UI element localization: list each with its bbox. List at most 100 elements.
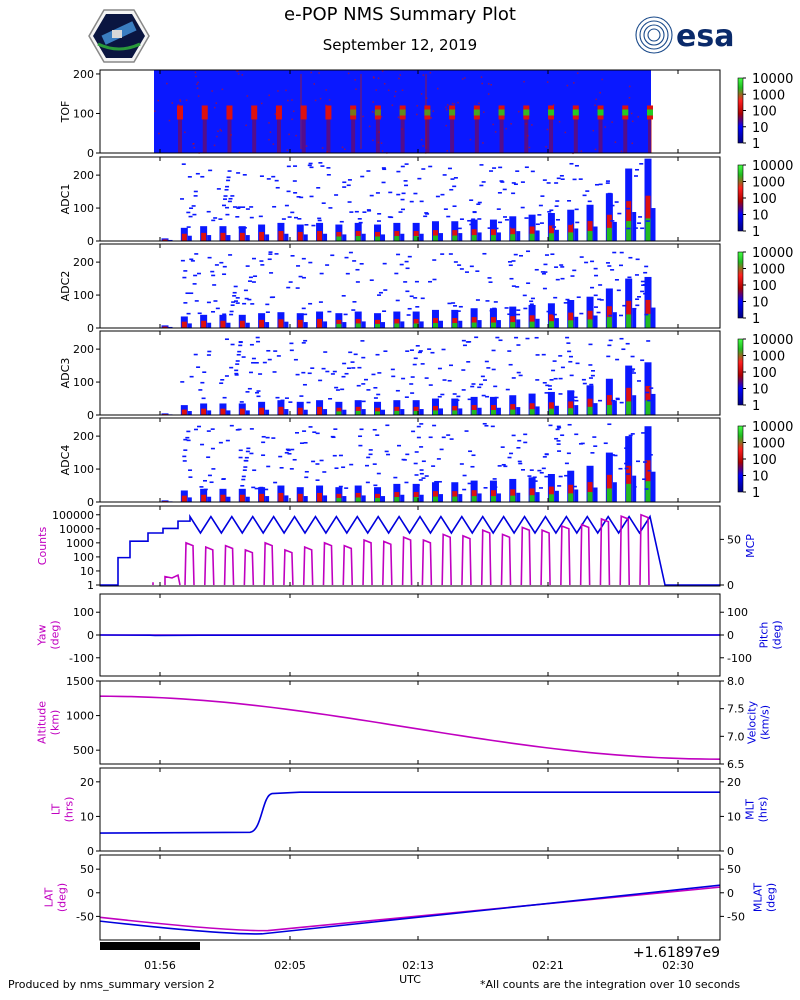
- adc2-dash: [234, 300, 239, 302]
- panel-4-ytick: 100: [73, 463, 94, 476]
- adc3-column-peak: [548, 408, 554, 415]
- adc4-dash: [252, 469, 257, 472]
- adc4-dash: [322, 471, 327, 473]
- adc4-dash: [182, 460, 187, 462]
- adc4-dash: [338, 454, 343, 457]
- adc4-dash: [468, 450, 473, 453]
- adc4-dash: [397, 444, 402, 447]
- adc2-dash: [596, 311, 601, 314]
- adc2-dash: [453, 305, 458, 307]
- tof-noise-dot: [446, 104, 449, 106]
- adc4-dash: [574, 433, 579, 436]
- adc3-dash: [299, 395, 304, 397]
- tof-noise-dot: [401, 128, 403, 130]
- adc1-dash: [354, 210, 359, 213]
- tof-noise-dot: [592, 129, 595, 132]
- adc3-dash: [201, 397, 206, 400]
- adc1-dash: [193, 195, 198, 197]
- tof-noise-dot: [381, 150, 384, 152]
- adc1-dash: [242, 226, 247, 229]
- adc1-dash: [281, 218, 286, 220]
- tof-noise-dot: [490, 83, 492, 86]
- adc1-dash: [417, 177, 422, 180]
- adc1-dash: [404, 184, 409, 187]
- adc3-dash: [477, 386, 482, 389]
- esa-logo-text: esa: [676, 19, 734, 54]
- panel-1-ytick: 0: [87, 235, 94, 248]
- adc2-dash: [235, 302, 240, 304]
- adc4-dash: [414, 474, 419, 476]
- adc2-dash: [534, 268, 539, 271]
- adc1-dash: [321, 202, 326, 204]
- adc3-dash: [303, 339, 308, 342]
- adc4-dash: [538, 487, 543, 489]
- adc4-gap-fill: [226, 496, 231, 502]
- adc4-dash: [185, 436, 190, 439]
- adc3-dash: [256, 390, 261, 392]
- adc1-dash: [607, 192, 612, 195]
- tof-noise-dot: [525, 123, 527, 125]
- adc2-column-peak: [375, 323, 381, 328]
- adc3-gap-fill: [516, 407, 521, 415]
- adc4-dash: [199, 486, 204, 488]
- adc2-dash: [593, 294, 598, 297]
- adc1-dash: [293, 216, 298, 219]
- tof-noise-dot: [372, 101, 374, 103]
- adc4-column-peak: [394, 497, 400, 502]
- adc2-dash: [485, 300, 490, 302]
- adc4-dash: [182, 455, 187, 458]
- counts-line: [152, 513, 650, 586]
- adc4-dash: [628, 434, 633, 437]
- adc3-dash: [395, 389, 400, 392]
- adc4-dash: [432, 424, 437, 427]
- adc3-gap-fill: [342, 409, 347, 415]
- adc2-dash: [407, 255, 412, 258]
- adc2-dash: [251, 257, 256, 260]
- panel-0-colorbar-label: 100: [752, 105, 777, 120]
- adc2-dash: [267, 258, 272, 261]
- adc1-dash: [326, 174, 331, 176]
- adc3-dash: [640, 359, 645, 362]
- adc1-dash: [640, 227, 645, 230]
- adc3-column-peak: [490, 410, 496, 415]
- adc4-dash: [541, 467, 546, 470]
- adc4-gap-fill: [612, 482, 617, 502]
- tof-band-core: [350, 109, 357, 116]
- adc1-dash: [503, 216, 508, 218]
- adc1-dash: [297, 218, 302, 220]
- adc2-column-core: [278, 319, 284, 328]
- adc2-dash: [590, 260, 595, 263]
- adc2-gap-fill: [303, 322, 308, 328]
- adc3-column-peak: [626, 401, 632, 415]
- adc2-dash: [646, 286, 651, 289]
- adc3-column-core: [201, 408, 207, 415]
- tof-noise-dot: [157, 99, 159, 102]
- adc1-dash: [221, 204, 226, 207]
- adc3-dash: [251, 361, 256, 364]
- adc2-dash: [610, 269, 615, 271]
- adc4-dash: [618, 467, 623, 470]
- adc2-column-peak: [490, 322, 496, 328]
- adc2-column-core: [162, 326, 168, 328]
- adc2-dash: [265, 311, 270, 313]
- adc1-dash: [574, 208, 579, 211]
- adc1-dash: [293, 192, 298, 194]
- tof-band-tail: [524, 119, 529, 153]
- adc2-dash: [637, 296, 642, 298]
- tof-noise-dot: [193, 146, 196, 149]
- tof-band-tail: [351, 119, 356, 153]
- adc2-dash: [183, 302, 188, 304]
- adc4-dash: [286, 449, 291, 452]
- adc4-dash: [632, 486, 637, 488]
- adc3-dash: [373, 397, 378, 399]
- adc1-dash: [286, 165, 291, 168]
- tof-noise-dot: [416, 104, 418, 107]
- adc2-dash: [509, 277, 514, 280]
- adc3-dash: [366, 389, 371, 391]
- adc1-dash: [520, 181, 525, 183]
- velocity-ylabel: Velocity (km/s): [746, 700, 772, 744]
- adc1-dash: [440, 193, 445, 196]
- tof-band-core: [449, 109, 456, 116]
- adc1-gap-fill: [458, 233, 463, 241]
- adc4-dash: [558, 475, 563, 478]
